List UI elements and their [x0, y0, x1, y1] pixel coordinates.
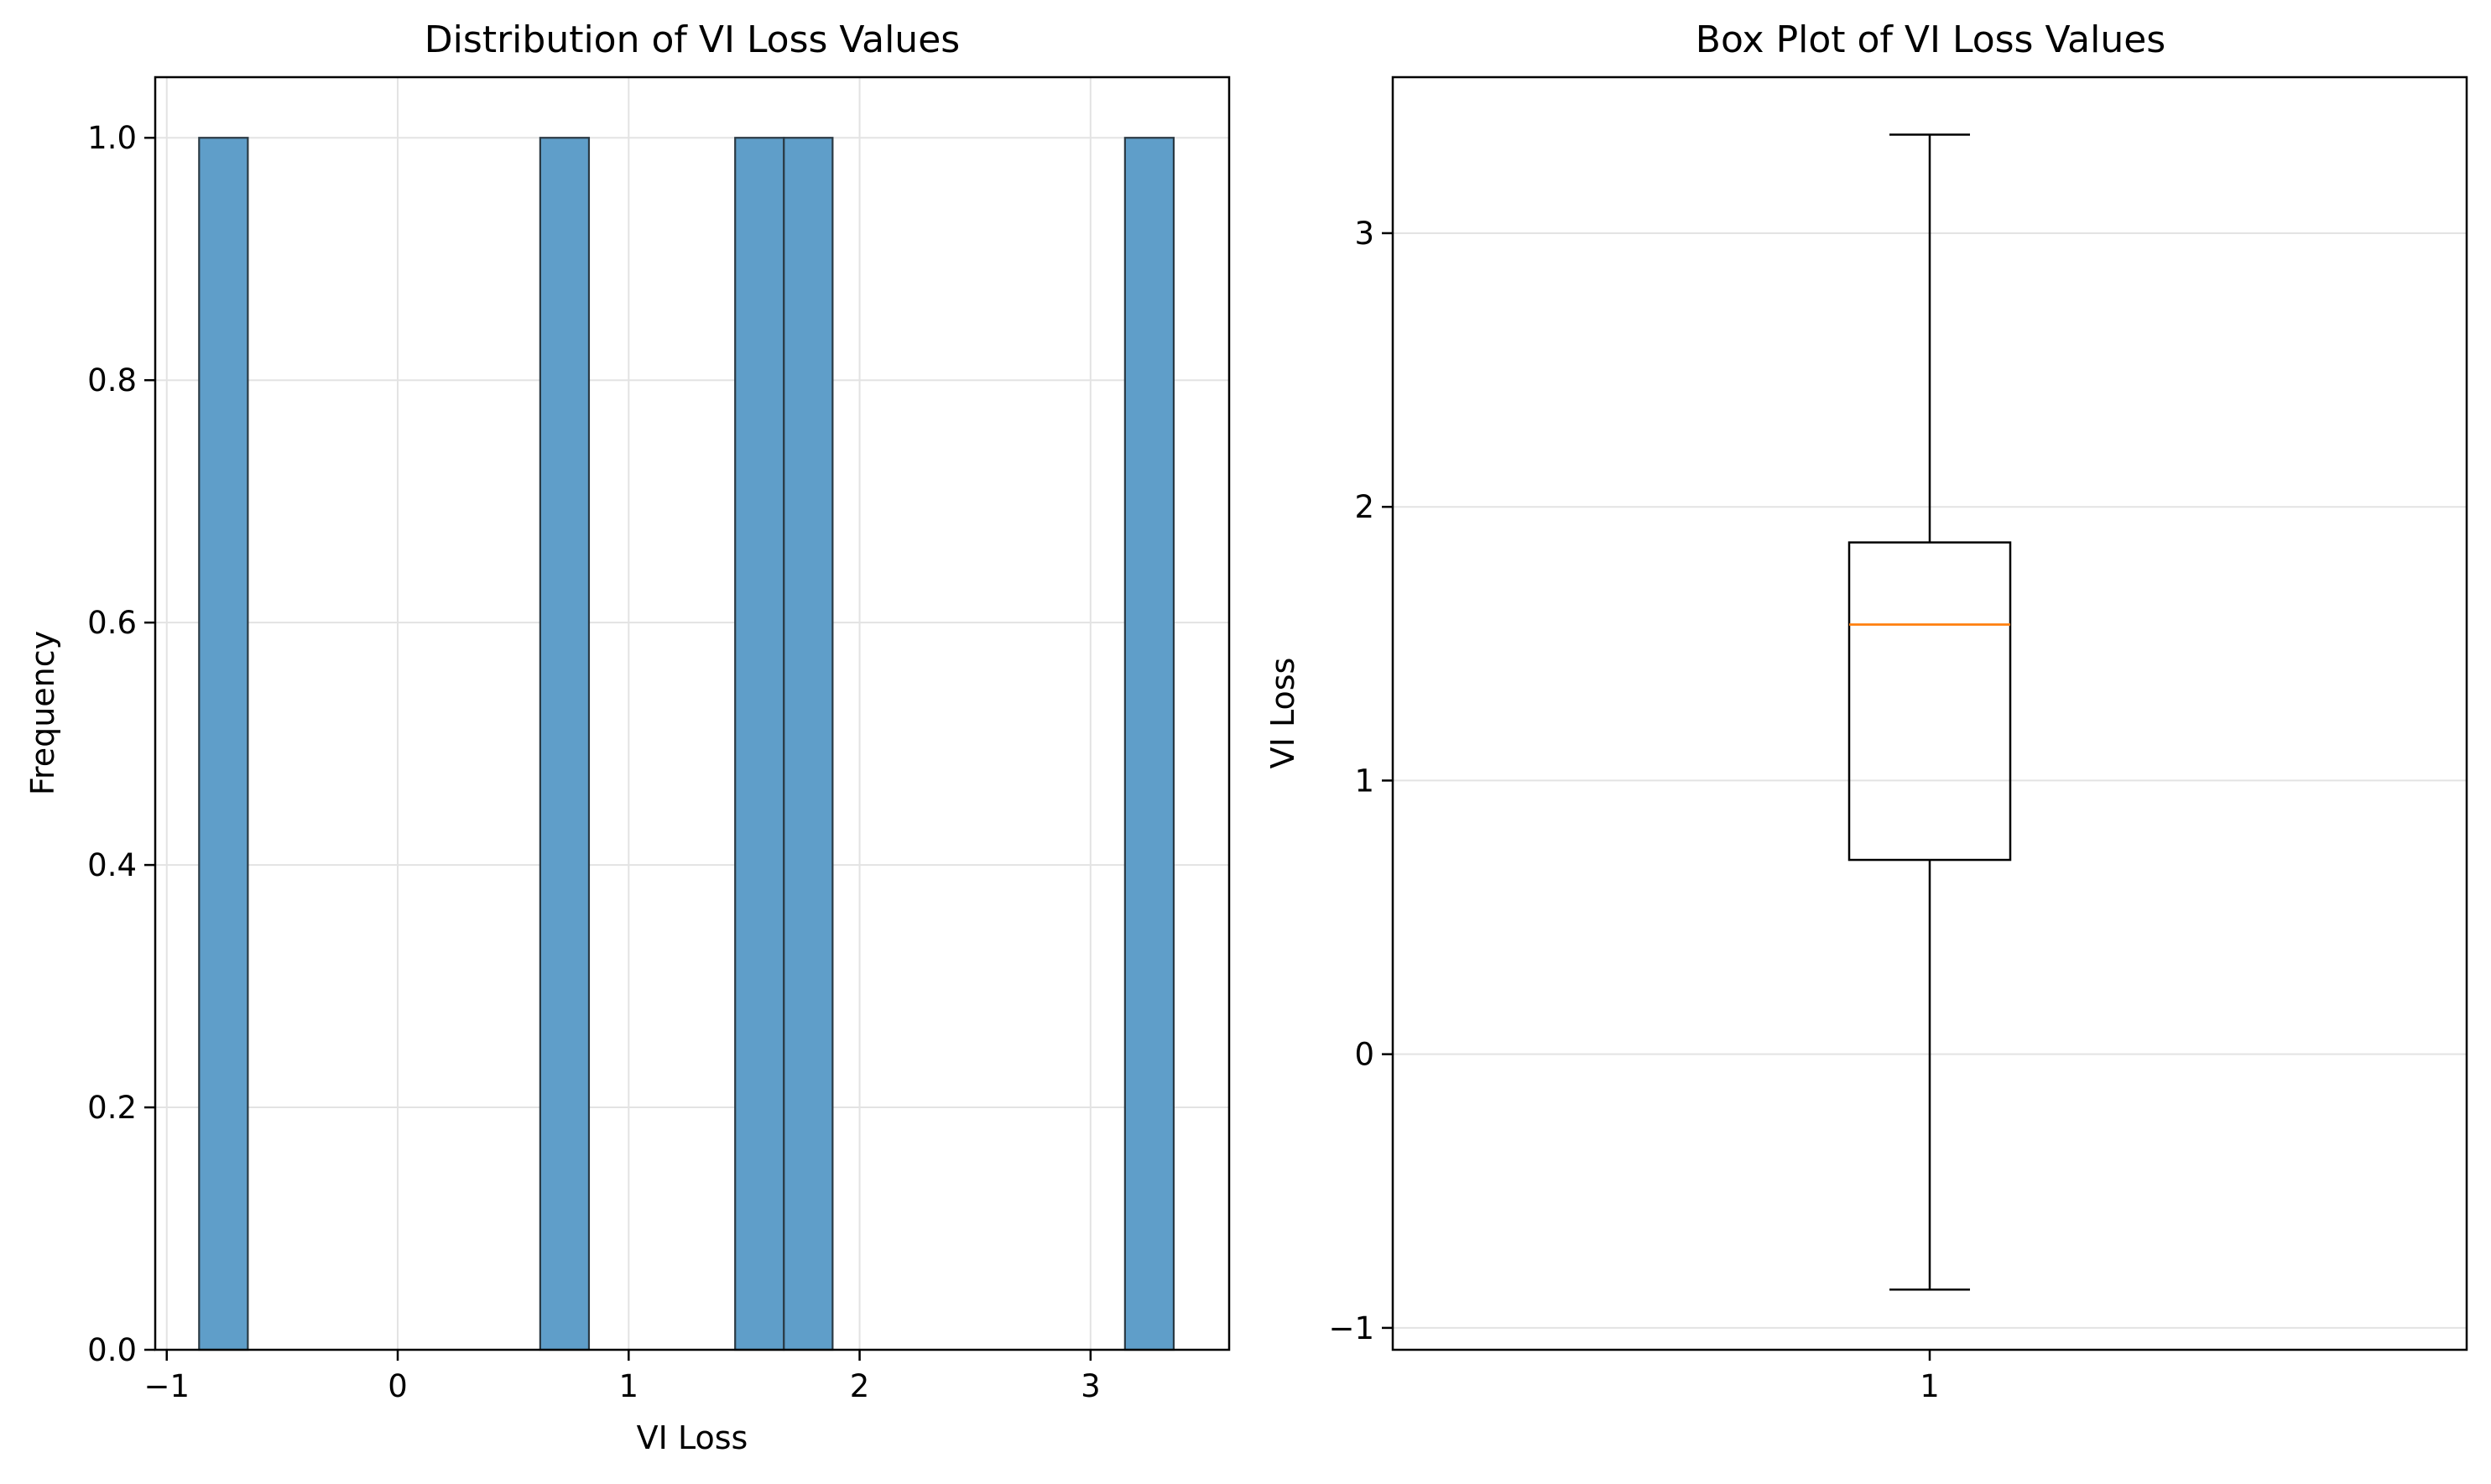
histogram-y-ticks: 0.0 0.2 0.4 0.6 0.8 1.0 — [87, 120, 155, 1368]
histogram-panel: Distribution of VI Loss Values −1 0 1 2 3 0.… — [24, 18, 1231, 1456]
histogram-y-tick-label: 0.4 — [87, 847, 137, 883]
boxplot-title: Box Plot of VI Loss Values — [1696, 18, 2165, 61]
histogram-x-tick-label: 2 — [850, 1368, 870, 1404]
histogram-bar — [539, 137, 591, 1351]
histogram-bar — [198, 137, 249, 1351]
histogram-x-tick-label: 3 — [1081, 1368, 1101, 1404]
histogram-x-ticks: −1 0 1 2 3 — [143, 1350, 1101, 1404]
histogram-y-tick-label: 0.8 — [87, 362, 137, 398]
histogram-bars — [198, 137, 1175, 1351]
boxplot-y-tick-label: −1 — [1328, 1310, 1374, 1346]
histogram-y-tick-label: 0.6 — [87, 605, 137, 641]
histogram-y-tick-label: 0.2 — [87, 1090, 137, 1126]
boxplot-y-tick-label: 2 — [1354, 489, 1374, 525]
histogram-y-tick-label: 1.0 — [87, 120, 137, 156]
boxplot-x-tick-label: 1 — [1920, 1368, 1940, 1404]
boxplot-box — [1847, 541, 2012, 862]
histogram-x-axis-label: VI Loss — [637, 1419, 748, 1456]
histogram-x-tick-label: 0 — [388, 1368, 408, 1404]
histogram-grid — [155, 77, 1229, 1351]
histogram-frame — [154, 76, 1231, 1351]
histogram-title: Distribution of VI Loss Values — [425, 18, 960, 61]
boxplot-y-tick-label: 3 — [1354, 216, 1374, 252]
boxplot-x-ticks: 1 — [1920, 1350, 1940, 1404]
boxplot-shapes — [1847, 133, 2012, 1291]
histogram-bar — [1123, 137, 1175, 1351]
boxplot-y-ticks: −1 0 1 2 3 — [1328, 216, 1393, 1346]
boxplot-panel: Box Plot of VI Loss Values 1 −1 0 1 2 3 VI L… — [1264, 18, 2468, 1404]
histogram-y-tick-label: 0.0 — [87, 1332, 137, 1368]
boxplot-y-axis-label: VI Loss — [1264, 658, 1301, 769]
histogram-bar — [783, 137, 834, 1351]
histogram-x-tick-label: −1 — [143, 1368, 190, 1404]
histogram-x-tick-label: 1 — [619, 1368, 639, 1404]
histogram-y-axis-label: Frequency — [24, 631, 61, 795]
boxplot-y-tick-label: 1 — [1354, 763, 1374, 799]
boxplot-y-tick-label: 0 — [1354, 1037, 1374, 1073]
histogram-bar — [734, 137, 785, 1351]
